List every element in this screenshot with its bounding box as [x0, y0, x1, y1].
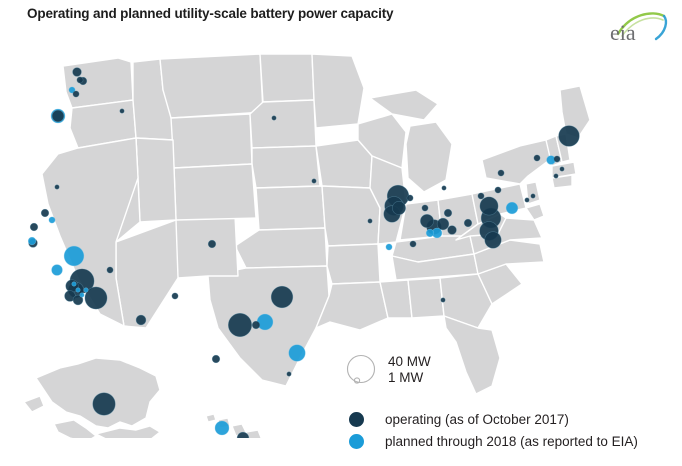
data-point [71, 281, 77, 287]
data-point [84, 286, 108, 310]
data-point [553, 155, 561, 163]
size-legend-large-circle [346, 354, 376, 384]
size-legend [342, 352, 386, 392]
data-point [477, 192, 485, 200]
data-point [484, 231, 502, 249]
data-point [48, 216, 56, 224]
data-point [286, 371, 292, 377]
data-point [54, 184, 60, 190]
data-point [72, 90, 80, 98]
data-point [392, 201, 406, 215]
data-point [441, 185, 447, 191]
data-point-layer [27, 67, 580, 438]
data-point [553, 173, 559, 179]
legend-swatch-operating-icon [349, 411, 364, 427]
data-point [271, 115, 277, 121]
data-point [463, 218, 473, 228]
size-legend-circles-icon [346, 354, 376, 384]
data-point [68, 86, 76, 94]
data-point [559, 166, 565, 172]
data-point [409, 240, 417, 248]
us-map [0, 28, 682, 438]
data-point [251, 320, 261, 330]
size-legend-small-label: 1 MW [388, 370, 424, 385]
data-point [443, 208, 453, 218]
data-point [236, 431, 250, 438]
data-point [421, 204, 429, 212]
legend-item-operating: operating (as of October 2017) [344, 408, 672, 430]
data-point [135, 314, 147, 326]
data-point [406, 194, 414, 202]
data-point [27, 236, 37, 246]
data-point [270, 285, 294, 309]
data-point [227, 312, 253, 338]
data-point [420, 214, 434, 228]
data-point [75, 287, 81, 293]
data-point [530, 193, 536, 199]
data-point [558, 125, 580, 147]
data-point [211, 354, 221, 364]
eia-logo-swoosh-icon [616, 12, 668, 41]
legend: 40 MW 1 MW operating (as of October 2017… [342, 352, 672, 460]
data-point [288, 344, 306, 362]
data-point [51, 109, 65, 123]
legend-label-operating: operating (as of October 2017) [385, 411, 569, 427]
data-point [533, 154, 541, 162]
data-point [40, 208, 50, 218]
data-point [505, 201, 519, 215]
data-point [83, 287, 89, 293]
page-title: Operating and planned utility-scale batt… [27, 6, 394, 21]
data-point [79, 292, 85, 298]
data-point [106, 266, 114, 274]
size-legend-small-circle [353, 377, 361, 384]
data-point [72, 294, 84, 306]
data-point [171, 292, 179, 300]
data-point [479, 196, 499, 216]
eia-logo-text: eia [610, 20, 636, 45]
legend-label-planned: planned through 2018 (as reported to EIA… [385, 433, 638, 449]
data-point [214, 420, 230, 436]
data-point [385, 243, 393, 251]
color-legend: operating (as of October 2017) planned t… [344, 408, 672, 452]
data-point [119, 108, 125, 114]
data-point [494, 186, 502, 194]
data-point [51, 264, 63, 276]
size-legend-labels: 40 MW 1 MW [388, 354, 431, 386]
data-point [436, 217, 450, 231]
data-point [63, 245, 85, 267]
data-point [367, 218, 373, 224]
data-point [440, 297, 446, 303]
data-point [207, 239, 217, 249]
data-point [29, 222, 39, 232]
data-point [425, 228, 435, 238]
data-point [497, 169, 505, 177]
data-point [447, 225, 457, 235]
data-point [72, 67, 82, 77]
data-point [256, 313, 274, 331]
size-legend-large-label: 40 MW [388, 354, 431, 369]
data-point [92, 392, 116, 416]
data-point [76, 76, 84, 84]
eia-logo: eia [608, 10, 670, 50]
legend-swatch-planned-icon [349, 433, 364, 449]
data-point [524, 197, 530, 203]
data-point [311, 178, 317, 184]
map-svg [23, 53, 591, 438]
legend-item-planned: planned through 2018 (as reported to EIA… [344, 430, 672, 452]
